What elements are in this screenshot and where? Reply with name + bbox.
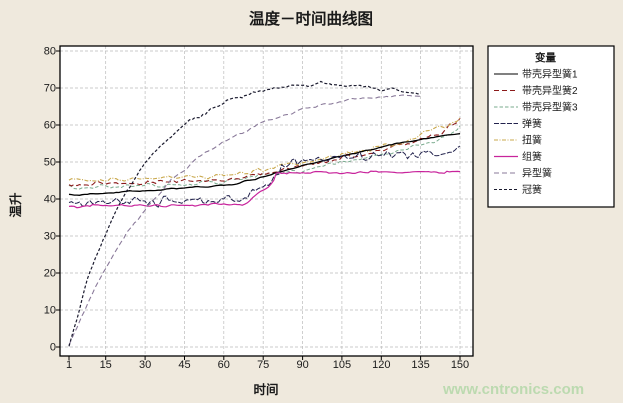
svg-text:120: 120	[372, 359, 390, 371]
svg-text:温升: 温升	[8, 192, 23, 218]
svg-text:扭簧: 扭簧	[522, 134, 542, 147]
svg-text:时间: 时间	[253, 382, 278, 397]
svg-text:组簧: 组簧	[522, 150, 542, 163]
svg-text:40: 40	[44, 194, 56, 206]
svg-text:www.cntronics.com: www.cntronics.com	[442, 381, 584, 398]
svg-text:50: 50	[44, 157, 56, 169]
svg-text:15: 15	[100, 359, 112, 371]
svg-text:带壳异型簧1: 带壳异型簧1	[522, 68, 578, 81]
svg-text:10: 10	[44, 305, 56, 317]
svg-text:温度－时间曲线图: 温度－时间曲线图	[249, 9, 373, 28]
svg-text:带壳异型簧2: 带壳异型簧2	[522, 84, 578, 97]
svg-text:弹簧: 弹簧	[522, 117, 542, 130]
svg-text:异型簧: 异型簧	[522, 167, 552, 180]
svg-text:30: 30	[139, 359, 151, 371]
svg-text:带壳异型簧3: 带壳异型簧3	[522, 101, 578, 114]
svg-text:60: 60	[218, 359, 230, 371]
svg-text:变量: 变量	[535, 51, 556, 64]
svg-text:冠簧: 冠簧	[522, 183, 542, 196]
svg-text:1: 1	[66, 359, 72, 371]
svg-text:150: 150	[451, 359, 469, 371]
svg-text:60: 60	[44, 120, 56, 132]
svg-text:20: 20	[44, 268, 56, 280]
svg-text:45: 45	[178, 359, 190, 371]
svg-text:80: 80	[44, 46, 56, 58]
svg-text:30: 30	[44, 231, 56, 243]
svg-text:105: 105	[333, 359, 351, 371]
svg-text:90: 90	[296, 359, 308, 371]
svg-text:70: 70	[44, 83, 56, 95]
svg-text:75: 75	[257, 359, 269, 371]
svg-text:0: 0	[50, 342, 56, 354]
svg-text:135: 135	[411, 359, 429, 371]
